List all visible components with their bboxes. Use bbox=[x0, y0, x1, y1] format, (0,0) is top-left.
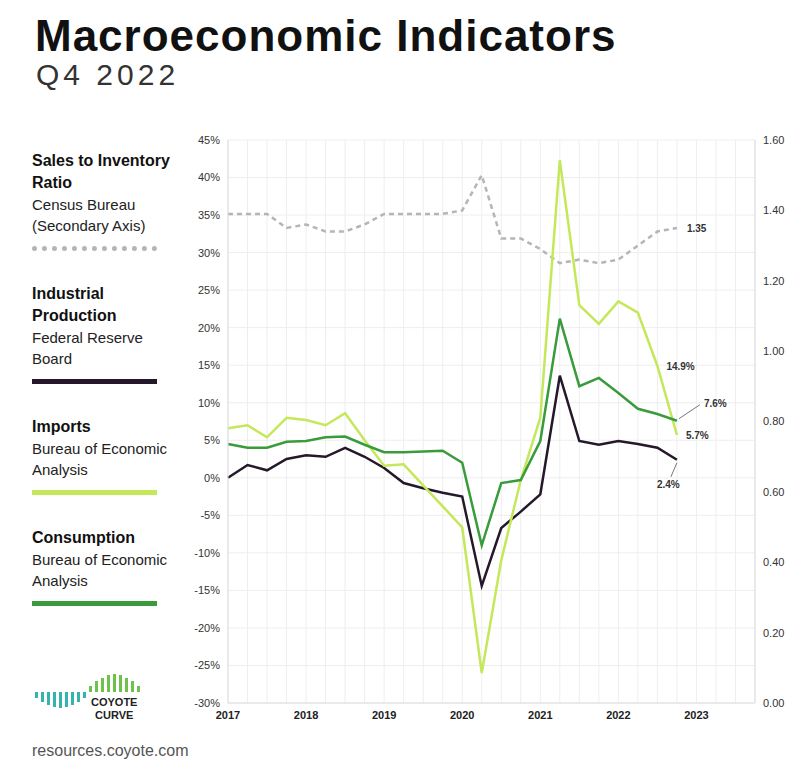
html-text:Census Bureau (Secondary Axis): Census Bureau (Secondary Axis) bbox=[32, 196, 146, 234]
svg-text:2017: 2017 bbox=[216, 709, 240, 721]
svg-text:14.9%: 14.9% bbox=[666, 361, 694, 372]
svg-text:-25%: -25% bbox=[194, 659, 220, 671]
html-text:Q4 2022: Q4 2022 bbox=[36, 58, 180, 91]
html-text:Sales to Inventory Ratio: Sales to Inventory Ratio bbox=[32, 152, 170, 191]
svg-text:1.00: 1.00 bbox=[763, 345, 784, 357]
svg-text:0.00: 0.00 bbox=[763, 697, 784, 709]
svg-text:25%: 25% bbox=[198, 284, 220, 296]
svg-text:-5%: -5% bbox=[200, 509, 220, 521]
svg-text:1.35: 1.35 bbox=[687, 223, 707, 234]
html-text:CURVE: CURVE bbox=[95, 709, 134, 721]
html-text:COYOTE: COYOTE bbox=[91, 696, 138, 708]
html-text:Imports: Imports bbox=[32, 418, 91, 435]
html-text:Bureau of Economic Analysis: Bureau of Economic Analysis bbox=[32, 551, 168, 589]
html-text:resources.coyote.com: resources.coyote.com bbox=[32, 742, 189, 759]
svg-text:0.60: 0.60 bbox=[763, 486, 784, 498]
svg-text:35%: 35% bbox=[198, 209, 220, 221]
html-text:Macroeconomic Indicators: Macroeconomic Indicators bbox=[35, 11, 617, 60]
svg-text:40%: 40% bbox=[198, 171, 220, 183]
svg-text:0%: 0% bbox=[204, 472, 220, 484]
svg-text:20%: 20% bbox=[198, 322, 220, 334]
svg-text:0.40: 0.40 bbox=[763, 556, 784, 568]
svg-text:2023: 2023 bbox=[684, 709, 708, 721]
svg-text:5.7%: 5.7% bbox=[686, 430, 709, 441]
svg-text:2018: 2018 bbox=[294, 709, 318, 721]
svg-text:2020: 2020 bbox=[450, 709, 474, 721]
svg-text:2.4%: 2.4% bbox=[657, 479, 680, 490]
html-text:Consumption: Consumption bbox=[32, 529, 136, 546]
svg-text:30%: 30% bbox=[198, 247, 220, 259]
svg-text:5%: 5% bbox=[204, 434, 220, 446]
svg-text:15%: 15% bbox=[198, 359, 220, 371]
svg-text:-15%: -15% bbox=[194, 584, 220, 596]
svg-text:2022: 2022 bbox=[606, 709, 630, 721]
svg-text:0.20: 0.20 bbox=[763, 627, 784, 639]
svg-text:-30%: -30% bbox=[194, 697, 220, 709]
html-text:Bureau of Economic Analysis: Bureau of Economic Analysis bbox=[32, 440, 168, 478]
html-text:Federal Reserve Board: Federal Reserve Board bbox=[32, 329, 143, 367]
svg-text:-10%: -10% bbox=[194, 547, 220, 559]
svg-text:1.40: 1.40 bbox=[763, 204, 784, 216]
svg-text:-20%: -20% bbox=[194, 622, 220, 634]
svg-text:0.80: 0.80 bbox=[763, 415, 784, 427]
svg-text:45%: 45% bbox=[198, 134, 220, 146]
svg-text:2021: 2021 bbox=[528, 709, 552, 721]
svg-text:1.20: 1.20 bbox=[763, 275, 784, 287]
html-text:Industrial Production: Industrial Production bbox=[32, 285, 117, 324]
svg-text:2019: 2019 bbox=[372, 709, 396, 721]
svg-text:7.6%: 7.6% bbox=[704, 398, 727, 409]
svg-text:10%: 10% bbox=[198, 397, 220, 409]
svg-text:1.60: 1.60 bbox=[763, 134, 784, 146]
